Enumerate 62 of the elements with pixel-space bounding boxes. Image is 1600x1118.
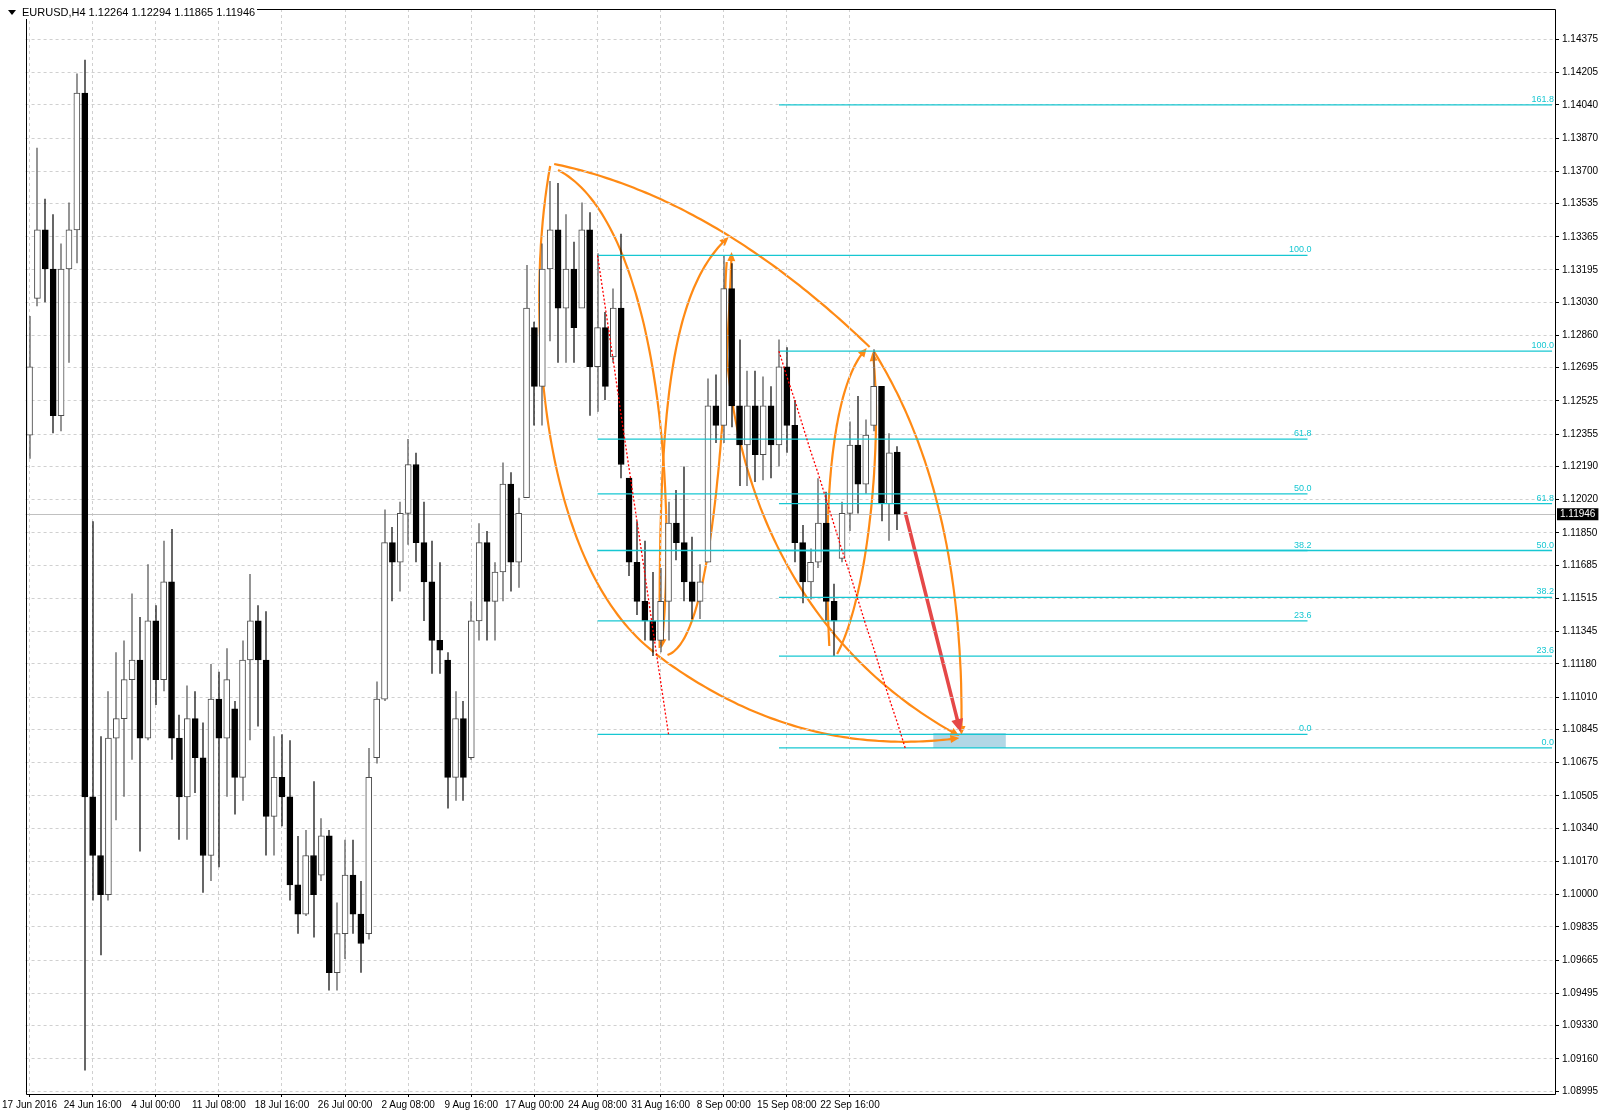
series-label: 161.8 bbox=[1531, 93, 1554, 104]
y-tick-label: 1.13870 bbox=[1562, 131, 1599, 143]
x-tick-label: 18 Jul 16:00 bbox=[254, 1098, 310, 1110]
y-tick-label: 1.10845 bbox=[1562, 723, 1599, 735]
y-tick-label: 1.09495 bbox=[1562, 987, 1599, 999]
x-tick-label: 4 Jul 00:00 bbox=[131, 1098, 181, 1110]
y-tick-label: 1.12020 bbox=[1562, 493, 1599, 505]
y-tick-label: 1.09835 bbox=[1562, 920, 1599, 932]
y-tick-label: 1.12695 bbox=[1562, 361, 1599, 373]
y-tick-label: 1.12355 bbox=[1562, 427, 1599, 439]
series-label: 0.0 bbox=[1298, 723, 1312, 734]
y-tick-label: 1.13195 bbox=[1562, 263, 1599, 275]
series-label: 50.0 bbox=[1536, 539, 1554, 550]
x-tick-label: 31 Aug 16:00 bbox=[631, 1098, 691, 1110]
y-tick-label: 1.11515 bbox=[1562, 592, 1598, 604]
y-tick-label: 1.14205 bbox=[1562, 66, 1599, 78]
x-tick-label: 22 Sep 16:00 bbox=[820, 1098, 881, 1110]
series-label: 61.8 bbox=[1293, 428, 1312, 439]
x-tick-label: 24 Aug 08:00 bbox=[568, 1098, 628, 1110]
x-tick-label: 17 Aug 00:00 bbox=[504, 1098, 565, 1110]
y-tick-label: 1.12860 bbox=[1562, 329, 1599, 341]
x-tick-label: 9 Aug 16:00 bbox=[444, 1098, 499, 1110]
y-tick-label: 1.11010 bbox=[1562, 690, 1598, 702]
x-tick-label: 15 Sep 08:00 bbox=[757, 1098, 818, 1110]
y-tick-label: 1.09160 bbox=[1562, 1052, 1599, 1064]
y-tick-label: 1.14040 bbox=[1562, 98, 1599, 110]
y-tick-label: 1.14375 bbox=[1562, 33, 1599, 45]
x-tick-label: 11 Jul 08:00 bbox=[191, 1098, 247, 1110]
x-tick-label: 2 Aug 08:00 bbox=[381, 1098, 436, 1110]
series-label: 38.2 bbox=[1293, 539, 1312, 550]
x-tick-label: 8 Sep 00:00 bbox=[696, 1098, 752, 1110]
y-tick-label: 1.10340 bbox=[1562, 821, 1599, 833]
y-tick-label: 1.12525 bbox=[1562, 394, 1599, 406]
y-tick-label: 1.10170 bbox=[1562, 855, 1599, 867]
series-label: 61.8 bbox=[1536, 492, 1554, 503]
y-tick-label: 1.08995 bbox=[1562, 1084, 1599, 1096]
y-tick-label: 1.11345 bbox=[1562, 625, 1598, 637]
y-tick-label: 1.10505 bbox=[1562, 789, 1599, 801]
y-tick-label: 1.09665 bbox=[1562, 953, 1599, 965]
x-tick-label: 17 Jun 2016 bbox=[2, 1098, 58, 1110]
y-tick-label: 1.11685 bbox=[1562, 558, 1598, 570]
series-label: 50.0 bbox=[1293, 482, 1312, 493]
series-label: 23.6 bbox=[1293, 609, 1312, 620]
y-tick-label: 1.11850 bbox=[1562, 526, 1598, 538]
y-tick-label: 1.10000 bbox=[1562, 888, 1599, 900]
series-label: 100.0 bbox=[1531, 340, 1554, 351]
chart-title: EURUSD,H4 1.12264 1.12294 1.11865 1.11946 bbox=[20, 6, 258, 19]
x-tick-label: 24 Jun 16:00 bbox=[63, 1098, 122, 1110]
series-label: 100.0 bbox=[1288, 244, 1312, 255]
series-label: 38.2 bbox=[1536, 586, 1554, 597]
series-label: 0.0 bbox=[1541, 736, 1554, 747]
y-tick-label: 1.13700 bbox=[1562, 165, 1599, 177]
y-tick-label: 1.11180 bbox=[1562, 657, 1598, 669]
y-tick-label: 1.13365 bbox=[1562, 230, 1599, 242]
series-label: 23.6 bbox=[1536, 645, 1554, 656]
y-tick-label: 1.13030 bbox=[1562, 295, 1599, 307]
y-tick-label: 1.09330 bbox=[1562, 1019, 1599, 1031]
x-tick-label: 26 Jul 00:00 bbox=[317, 1098, 373, 1110]
y-tick-label: 1.12190 bbox=[1562, 460, 1599, 472]
y-tick-label: 1.10675 bbox=[1562, 756, 1599, 768]
ref-line-label: 1.11946 bbox=[1560, 508, 1596, 520]
y-tick-label: 1.13535 bbox=[1562, 197, 1599, 209]
